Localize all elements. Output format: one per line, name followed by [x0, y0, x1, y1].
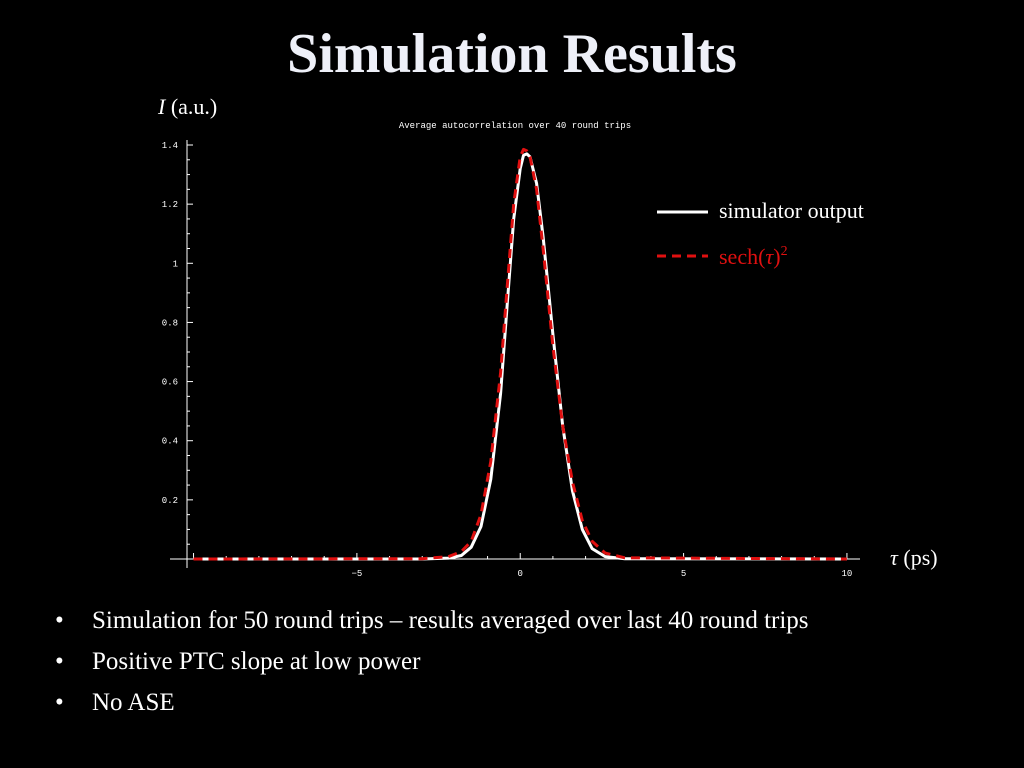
series-line-sech [193, 147, 847, 561]
y-axis-unit: (a.u.) [170, 94, 218, 119]
bullet-item: Simulation for 50 round trips – results … [55, 604, 809, 645]
bullet-list: Simulation for 50 round trips – results … [55, 604, 809, 727]
x-tick-label: 5 [681, 569, 686, 579]
x-tick-label: 0 [518, 569, 523, 579]
bullet-item: No ASE [55, 686, 809, 727]
legend-label-simulator: simulator output [719, 198, 864, 223]
y-axis-label: I (a.u.) [158, 94, 217, 120]
y-tick-label: 1 [173, 259, 178, 269]
y-tick-label: 1.2 [162, 200, 178, 210]
chart-legend: simulator output sech(τ)2 [657, 198, 864, 269]
y-tick-label: 0.2 [162, 496, 178, 506]
y-tick-label: 0.4 [162, 437, 178, 447]
x-axis-symbol: τ [890, 545, 898, 570]
x-axis-unit: (ps) [903, 545, 938, 570]
autocorrelation-chart: Average autocorrelation over 40 round tr… [162, 121, 864, 579]
chart-curves [193, 147, 847, 561]
x-axis-label: τ (ps) [890, 545, 938, 571]
y-tick-label: 0.8 [162, 318, 178, 328]
y-axis-symbol: I [158, 94, 166, 119]
x-tick-label: 10 [842, 569, 853, 579]
chart-title: Average autocorrelation over 40 round tr… [399, 121, 631, 131]
slide-title: Simulation Results [287, 23, 737, 85]
y-tick-label: 0.6 [162, 378, 178, 388]
y-tick-label: 1.4 [162, 141, 178, 151]
series-line-simulator [193, 152, 847, 561]
x-tick-label: −5 [351, 569, 362, 579]
bullet-item: Positive PTC slope at low power [55, 645, 809, 686]
legend-label-sech: sech(τ)2 [719, 244, 788, 269]
